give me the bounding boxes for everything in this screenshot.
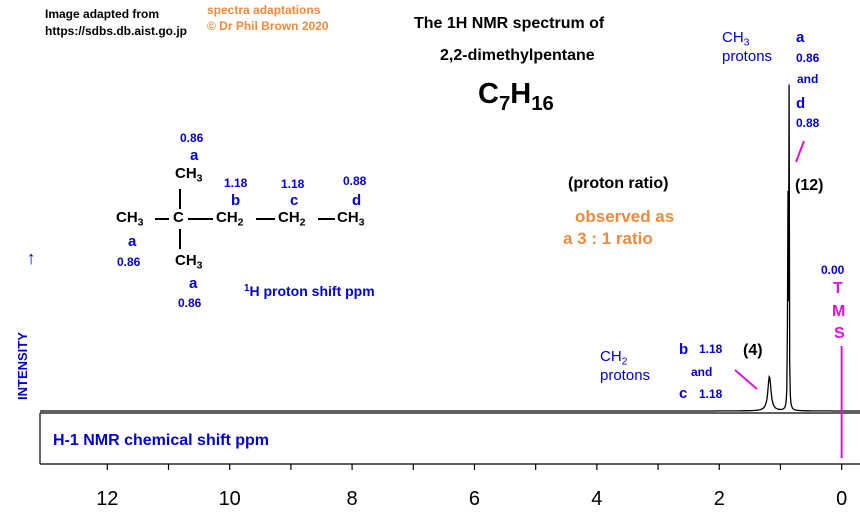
ch2-assign-b: b [679,341,689,358]
title-line-2: 2,2-dimethylpentane [440,47,595,64]
group-top-methyl: CH3 [175,165,203,185]
shift-left-methyl: 0.86 [117,255,141,269]
x-tick-label-2: 2 [714,488,725,510]
pointer-ch3 [795,140,805,163]
group-right-methyl: CH3 [337,209,365,229]
shift-c: 1.18 [281,177,305,191]
ch2-integration: (4) [743,342,763,359]
ch2-shift-c: 1.18 [699,387,723,401]
ch3-group-label: CH3 [722,29,750,49]
x-axis-ticks [106,464,843,470]
ch3-assign-a: a [796,29,805,46]
ch3-assign-d: d [796,95,806,112]
x-tick-label-8: 8 [347,488,358,510]
label-left-methyl: a [128,233,137,250]
credit-line-2: © Dr Phil Brown 2020 [207,19,329,33]
tms-letter-s: S [834,325,845,342]
ch3-and: and [797,72,819,86]
label-c: c [290,192,299,209]
x-axis-label: H-1 NMR chemical shift ppm [53,432,270,449]
ch3-protons-label: protons [722,48,773,65]
title-line-1: The 1H NMR spectrum of [414,15,605,32]
ch2-protons-label: protons [600,367,651,384]
x-tick-label-10: 10 [219,488,241,510]
y-axis-arrow: → [18,250,38,268]
x-tick-label-12: 12 [96,488,118,510]
group-bottom-methyl: CH3 [175,252,203,272]
group-left-methyl: CH3 [116,209,144,229]
quaternary-carbon: C [173,209,184,226]
ch2-shift-b: 1.18 [699,342,723,356]
molecular-formula: C7H16 [478,78,554,116]
shift-top-methyl: 0.86 [180,131,204,145]
source-line-1: Image adapted from [45,7,160,21]
credit-line-1: spectra adaptations [207,3,321,17]
spectrum-trace [40,84,860,412]
y-axis-label: INTENSITY [15,332,30,400]
label-b: b [231,192,241,209]
tms-shift: 0.00 [821,263,845,277]
ch3-shift-d: 0.88 [796,116,820,130]
label-d: d [352,192,362,209]
ch2-and: and [691,365,713,379]
ch3-shift-a: 0.86 [796,51,820,65]
x-tick-label-0: 0 [836,488,847,510]
pointer-ch2 [734,369,758,390]
x-tick-label-4: 4 [591,488,602,510]
label-bottom-methyl: a [189,275,198,292]
ch3-integration: (12) [795,177,824,194]
source-line-2: https://sdbs.db.aist.go.jp [45,24,187,38]
label-top-methyl: a [190,147,199,164]
ch2-group-label: CH2 [600,348,628,368]
shift-b: 1.18 [224,176,248,190]
proton-shift-caption: 1H proton shift ppm [244,283,375,299]
tms-letter-m: M [832,303,846,320]
shift-d: 0.88 [343,174,367,188]
ch2-assign-c: c [679,385,688,402]
shift-bottom-methyl: 0.86 [178,296,202,310]
group-ch2-c: CH2 [278,209,306,229]
observed-line-2: a 3 : 1 ratio [563,229,653,248]
observed-line-1: observed as [575,207,675,226]
group-ch2-b: CH2 [216,209,244,229]
x-tick-label-6: 6 [469,488,480,510]
proton-ratio-label: (proton ratio) [568,175,669,192]
tms-letter-t: T [833,280,843,297]
x-axis-tick-labels: 12 10 8 6 4 2 0 [96,488,847,510]
